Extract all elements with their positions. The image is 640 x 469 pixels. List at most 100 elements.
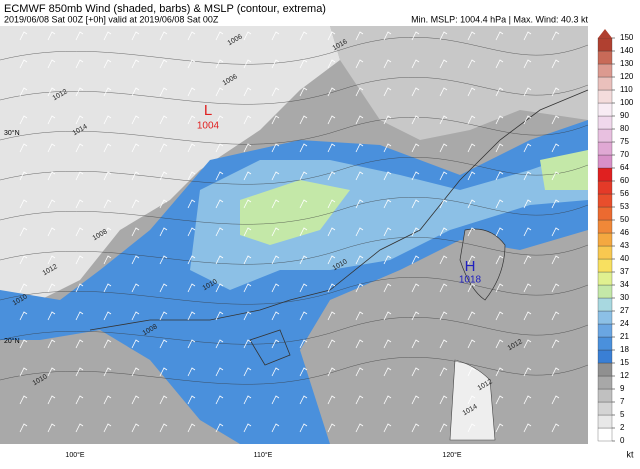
wind-barb bbox=[467, 199, 476, 209]
wind-barb bbox=[103, 171, 112, 181]
wind-barb bbox=[159, 59, 168, 69]
wind-barb bbox=[439, 87, 448, 97]
colorbar-segment bbox=[597, 336, 613, 351]
wind-barb bbox=[355, 87, 364, 97]
wind-barb bbox=[327, 283, 336, 293]
colorbar-label: 30 bbox=[620, 293, 629, 302]
wind-barb bbox=[19, 395, 28, 405]
wind-barb bbox=[131, 423, 140, 433]
wind-barb bbox=[19, 59, 28, 69]
wind-barb bbox=[551, 31, 560, 41]
colorbar-label: 110 bbox=[620, 85, 633, 94]
wind-barb bbox=[495, 255, 504, 265]
colorbar-segment bbox=[597, 154, 613, 169]
wind-barb bbox=[439, 199, 448, 209]
wind-barb bbox=[551, 199, 560, 209]
wind-barb bbox=[383, 311, 392, 321]
wind-barb bbox=[383, 395, 392, 405]
wind-barb bbox=[131, 311, 140, 321]
wind-barb bbox=[159, 283, 168, 293]
colorbar-label: 5 bbox=[620, 410, 625, 419]
wind-barb bbox=[383, 143, 392, 153]
wind-barb bbox=[159, 367, 168, 377]
colorbar-label: 37 bbox=[620, 267, 629, 276]
colorbar-segment bbox=[597, 362, 613, 377]
wind-barb bbox=[75, 199, 84, 209]
wind-barb bbox=[383, 255, 392, 265]
colorbar-segment bbox=[597, 180, 613, 195]
wind-barb bbox=[215, 395, 224, 405]
wind-barb bbox=[131, 199, 140, 209]
wind-barb bbox=[327, 395, 336, 405]
wind-barb bbox=[299, 395, 308, 405]
island bbox=[459, 228, 506, 301]
wind-barb bbox=[299, 227, 308, 237]
wind-barb bbox=[355, 339, 364, 349]
wind-barb bbox=[75, 311, 84, 321]
wind-barb bbox=[327, 199, 336, 209]
colorbar-unit: kt bbox=[626, 449, 634, 459]
wind-barb bbox=[187, 311, 196, 321]
wind-barb bbox=[495, 59, 504, 69]
island bbox=[449, 359, 496, 441]
wind-barb bbox=[159, 31, 168, 41]
lon-label: 110°E bbox=[254, 451, 273, 459]
wind-barb bbox=[439, 31, 448, 41]
colorbar: 0 2 5 7 9 12 15 18 21 24 27 30 34 37 40 43 46 50 53 56 60 64 7… bbox=[597, 29, 634, 445]
wind-barb bbox=[467, 423, 476, 433]
wind-barb bbox=[383, 115, 392, 125]
wind-barb bbox=[439, 115, 448, 125]
wind-barb bbox=[159, 115, 168, 125]
wind-barb bbox=[47, 199, 56, 209]
wind-barb bbox=[131, 255, 140, 265]
wind-barb bbox=[159, 255, 168, 265]
wind-barb bbox=[299, 255, 308, 265]
wind-barb bbox=[159, 339, 168, 349]
colorbar-segment bbox=[597, 219, 613, 234]
wind-barb bbox=[47, 367, 56, 377]
wind-barb bbox=[355, 115, 364, 125]
wind-barb bbox=[411, 199, 420, 209]
colorbar-label: 80 bbox=[620, 124, 629, 133]
isobar bbox=[0, 237, 589, 265]
wind-barb bbox=[439, 255, 448, 265]
wind-barb bbox=[19, 171, 28, 181]
colorbar-label: 60 bbox=[620, 176, 629, 185]
colorbar-label: 24 bbox=[620, 319, 629, 328]
wind-barb bbox=[215, 311, 224, 321]
wind-barb bbox=[19, 199, 28, 209]
wind-barb bbox=[551, 115, 560, 125]
wind-barb bbox=[523, 143, 532, 153]
wind-barb bbox=[327, 227, 336, 237]
colorbar-segment bbox=[597, 89, 613, 104]
wind-barb bbox=[411, 171, 420, 181]
wind-barb bbox=[103, 59, 112, 69]
colorbar-label: 100 bbox=[620, 98, 634, 107]
colorbar-label: 120 bbox=[620, 72, 634, 81]
wind-barb bbox=[551, 423, 560, 433]
wind-barb bbox=[75, 227, 84, 237]
wind-barb bbox=[19, 115, 28, 125]
wind-barb bbox=[103, 199, 112, 209]
lat-label: 30°N bbox=[4, 129, 20, 137]
wind-barb bbox=[495, 143, 504, 153]
wind-barb bbox=[271, 283, 280, 293]
wind-barb bbox=[243, 311, 252, 321]
wind-barb bbox=[411, 283, 420, 293]
wind-barb bbox=[271, 59, 280, 69]
wind-barb bbox=[187, 87, 196, 97]
wind-barb bbox=[299, 143, 308, 153]
lon-label: 120°E bbox=[442, 451, 461, 459]
wind-barb bbox=[19, 283, 28, 293]
wind-barb bbox=[495, 367, 504, 377]
wind-barb bbox=[187, 423, 196, 433]
colorbar-label: 50 bbox=[620, 215, 629, 224]
wind-barb bbox=[523, 171, 532, 181]
wind-barb bbox=[187, 395, 196, 405]
wind-barb bbox=[159, 171, 168, 181]
colorbar-segment bbox=[597, 375, 613, 390]
wind-barb bbox=[187, 171, 196, 181]
wind-barb bbox=[103, 311, 112, 321]
wind-barb bbox=[523, 87, 532, 97]
colorbar-segment bbox=[597, 258, 613, 273]
